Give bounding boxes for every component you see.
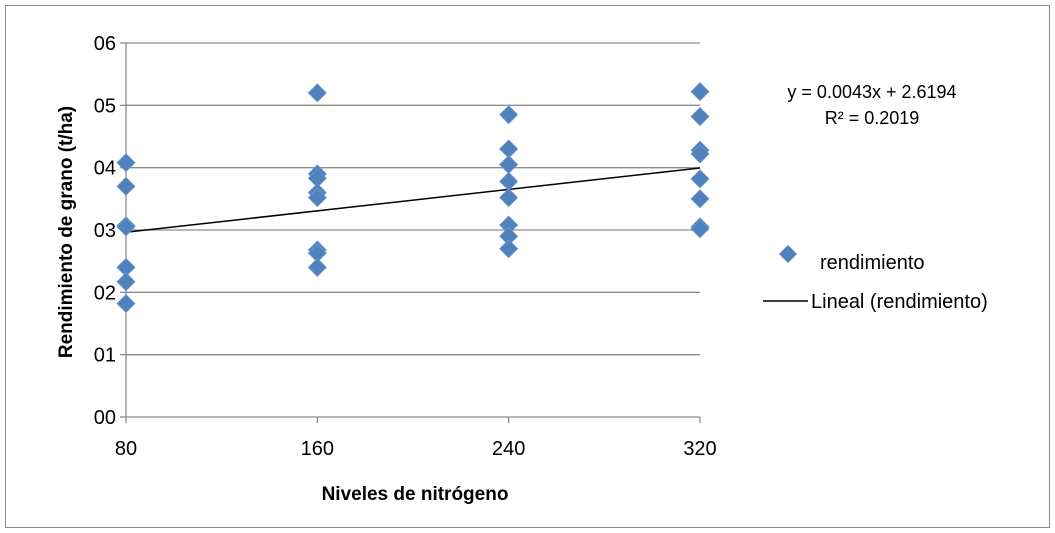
data-point (499, 188, 519, 208)
y-tick-label: 00 (94, 407, 116, 429)
legend-label-trendline: Lineal (rendimiento) (811, 291, 988, 313)
data-point (307, 188, 327, 208)
x-axis-title: Niveles de nitrógeno (322, 484, 509, 505)
data-point (116, 293, 136, 314)
x-tick-label: 80 (115, 438, 137, 460)
trendline-layer (125, 167, 701, 234)
y-tick-label: 01 (94, 345, 116, 367)
x-tick-label: 240 (492, 438, 525, 460)
data-point (307, 83, 327, 103)
data-point (116, 153, 136, 173)
data-point (499, 154, 519, 175)
data-point (116, 272, 136, 292)
data-points (116, 82, 710, 314)
data-point (307, 257, 327, 277)
y-tick-label: 04 (94, 158, 116, 180)
legend: rendimiento Lineal (rendimiento) (763, 245, 988, 313)
data-point (116, 176, 136, 196)
data-point (690, 219, 710, 239)
data-point (499, 105, 519, 125)
data-point (499, 239, 519, 259)
x-tick-label: 320 (683, 438, 716, 460)
trendline-equation: y = 0.0043x + 2.6194 (787, 82, 956, 102)
axes (120, 42, 701, 423)
data-point (690, 82, 710, 102)
y-tick-label: 03 (94, 220, 116, 242)
chart-frame (5, 5, 1050, 528)
x-tick-label: 160 (301, 438, 334, 460)
tick-labels: 00 01 02 03 04 05 06 80 160 240 320 (94, 33, 717, 460)
trendline (125, 167, 701, 234)
data-point (690, 189, 710, 209)
data-point (690, 144, 710, 164)
y-tick-label: 06 (94, 33, 116, 55)
data-point (116, 217, 136, 237)
y-tick-label: 02 (94, 282, 116, 304)
gridlines (126, 42, 700, 356)
data-point (499, 171, 519, 191)
data-point (690, 106, 710, 127)
y-axis-title: Rendimiento de grano (t/ha) (56, 106, 77, 358)
y-tick-label: 05 (94, 95, 116, 117)
data-point (690, 169, 710, 189)
legend-label-rendimiento: rendimiento (820, 252, 925, 274)
trendline-r-squared: R² = 0.2019 (825, 108, 920, 128)
legend-marker-diamond (779, 245, 797, 263)
